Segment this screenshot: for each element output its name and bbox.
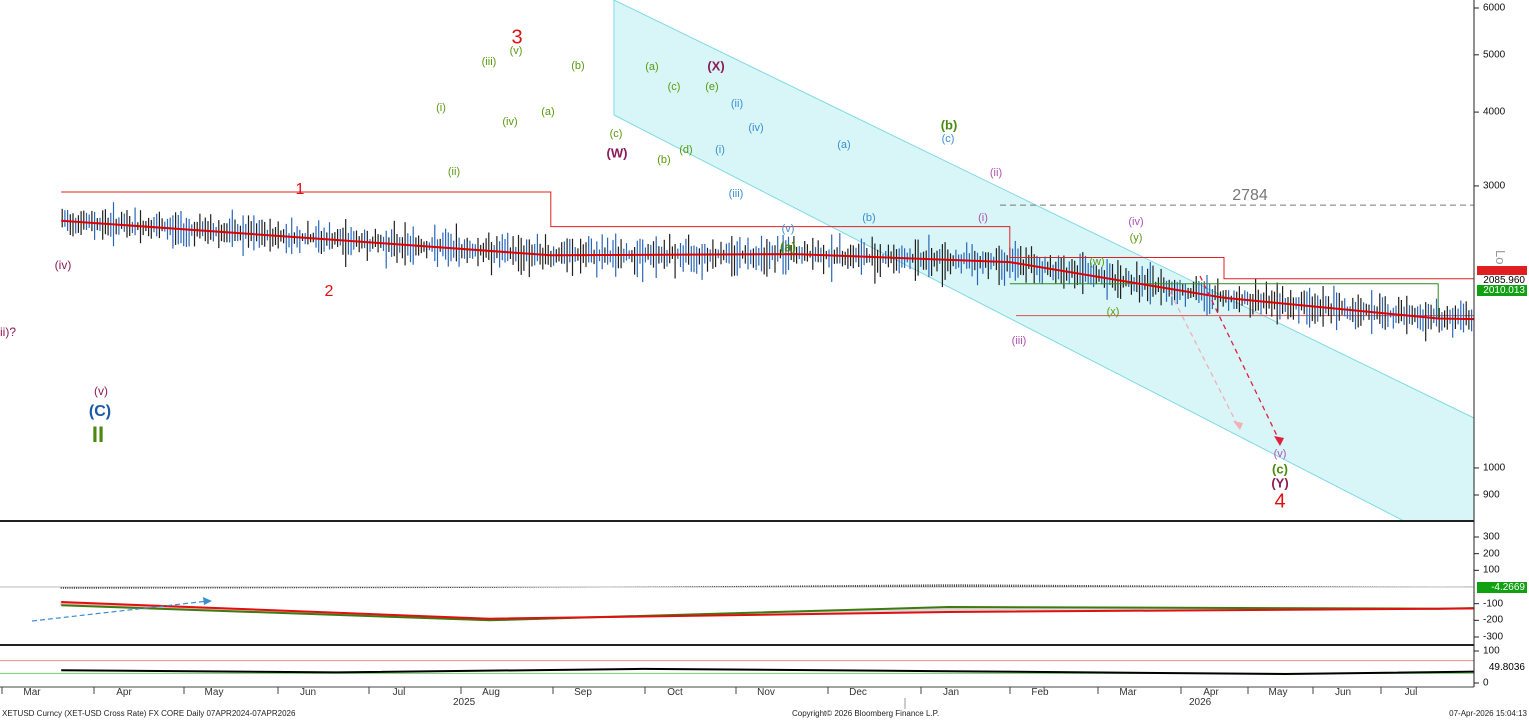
channel-upper-line	[613, 0, 1475, 419]
price-level-label: 2784	[1232, 187, 1268, 204]
price-panel: 2784 ii)?(iv)(v)(C)II123(i)(ii)(iii)(iv)…	[0, 0, 1529, 522]
price-levels: 2784	[1000, 187, 1474, 317]
channel-lower-line	[613, 114, 1405, 522]
price-bars	[61, 202, 1529, 342]
regression-channel	[614, 0, 1474, 521]
